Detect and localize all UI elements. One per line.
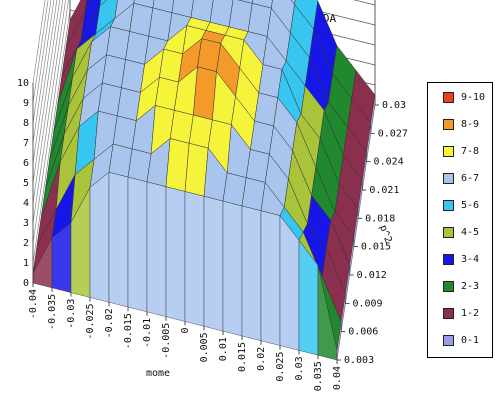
legend-entry: 7-8	[443, 145, 479, 157]
x-tick-label: 0.015	[237, 342, 248, 372]
front-face-cell	[222, 200, 243, 337]
side-wall-gridline	[32, 0, 55, 144]
z-tick-label: 2	[23, 238, 29, 249]
legend-swatch	[443, 253, 454, 265]
legend-swatch	[443, 280, 454, 292]
x-tick-label: -0.015	[123, 313, 134, 349]
y-tick-label: 0.024	[374, 157, 404, 168]
side-wall-gridline	[32, 9, 71, 264]
front-face-cell	[127, 176, 148, 313]
front-face-cell	[165, 186, 186, 322]
side-wall-gridline	[32, 0, 49, 104]
x-tick-label: 0	[180, 328, 191, 334]
x-tick-label: -0.03	[66, 299, 77, 329]
legend-swatch	[443, 91, 454, 103]
z-tick-label: 3	[23, 218, 29, 229]
z-tick-label: 7	[23, 138, 29, 149]
legend-swatch	[443, 199, 454, 211]
side-wall-gridline	[32, 0, 63, 204]
x-tick-label: 0.005	[199, 332, 210, 362]
z-tick-label: 4	[23, 198, 29, 209]
z-tick-label: 5	[23, 178, 29, 189]
front-face-cell	[146, 181, 167, 317]
z-tick-label: 10	[17, 78, 29, 89]
front-face-cell	[89, 171, 110, 303]
side-wall-gridline	[32, 0, 61, 184]
y-tick-label: 0.003	[344, 355, 374, 366]
legend-swatch	[443, 307, 454, 319]
legend-label: 4-5	[461, 226, 480, 238]
surface-cell	[84, 0, 93, 13]
x-tick-label: -0.035	[47, 294, 58, 330]
side-wall-gridline	[32, 0, 52, 124]
x-tick-label: 0.035	[313, 361, 324, 391]
y-tick-label: 0.012	[357, 270, 387, 281]
x-tick-label: -0.01	[142, 318, 153, 348]
legend-entry: 3-4	[443, 253, 479, 265]
side-wall-gridline	[32, 0, 69, 244]
legend-entry: 4-5	[443, 226, 479, 238]
front-face-cell	[260, 210, 281, 346]
legend-entry: 9-10	[443, 91, 485, 103]
legend-swatch	[443, 118, 454, 130]
front-face-cell	[241, 205, 262, 342]
x-axis-label: mome	[146, 368, 170, 379]
y-tick-label: 0.027	[378, 128, 408, 139]
side-wall-gridline	[32, 0, 66, 224]
x-tick-label: -0.04	[28, 289, 39, 319]
z-tick-label: 1	[23, 258, 29, 269]
front-face-cell	[203, 196, 224, 332]
legend-label: 7-8	[461, 145, 480, 157]
x-tick-label: -0.005	[161, 323, 172, 359]
side-wall-gridline	[32, 0, 46, 84]
legend-entry: 1-2	[443, 307, 479, 319]
front-face-cell	[184, 191, 205, 327]
legend-label: 1-2	[461, 307, 480, 319]
legend-swatch	[443, 145, 454, 157]
legend: 9-10 8-9 7-8 6-7 5-6 4-5 3-4 2-3 1-2 0-1	[427, 82, 493, 358]
y-tick-label: 0.006	[348, 327, 378, 338]
back-wall-gridline	[271, 0, 376, 26]
z-tick-label: 0	[23, 278, 29, 289]
surface-plot: -0.04 -0.035 -0.03 -0.025 -0.02 -0.015 -0.01 -0…	[17, 0, 408, 391]
x-tick-label: 0.03	[294, 356, 305, 380]
y-tick-label: 0.03	[382, 100, 406, 111]
x-tick-label: 0.01	[218, 337, 229, 361]
legend-label: 2-3	[461, 280, 480, 292]
legend-label: 8-9	[461, 118, 480, 130]
side-wall-gridline	[32, 0, 58, 164]
y-tick-label: 0.015	[361, 242, 391, 253]
x-tick-label: -0.02	[104, 308, 115, 338]
y-tick-label: 0.009	[352, 298, 382, 309]
legend-entry: 2-3	[443, 280, 479, 292]
z-tick-label: 8	[23, 118, 29, 129]
y-tick-label: 0.018	[365, 213, 395, 224]
legend-swatch	[443, 172, 454, 184]
legend-entry: 6-7	[443, 172, 479, 184]
legend-label: 3-4	[461, 253, 480, 265]
legend-entry: 8-9	[443, 118, 479, 130]
z-tick-label: 6	[23, 158, 29, 169]
x-tick-label: 0.02	[256, 347, 267, 371]
front-face-cell	[108, 171, 129, 308]
legend-entry: 5-6	[443, 199, 479, 211]
x-tick-label: -0.025	[85, 303, 96, 339]
legend-label: 9-10	[461, 91, 486, 103]
legend-swatch	[443, 334, 454, 346]
legend-label: 6-7	[461, 172, 480, 184]
legend-label: 0-1	[461, 334, 480, 346]
legend-swatch	[443, 226, 454, 238]
x-tick-label: 0.04	[332, 366, 343, 390]
y-tick-label: 0.021	[369, 185, 399, 196]
x-tick-label: 0.025	[275, 352, 286, 382]
legend-label: 5-6	[461, 199, 480, 211]
z-tick-label: 9	[23, 98, 29, 109]
legend-entry: 0-1	[443, 334, 479, 346]
